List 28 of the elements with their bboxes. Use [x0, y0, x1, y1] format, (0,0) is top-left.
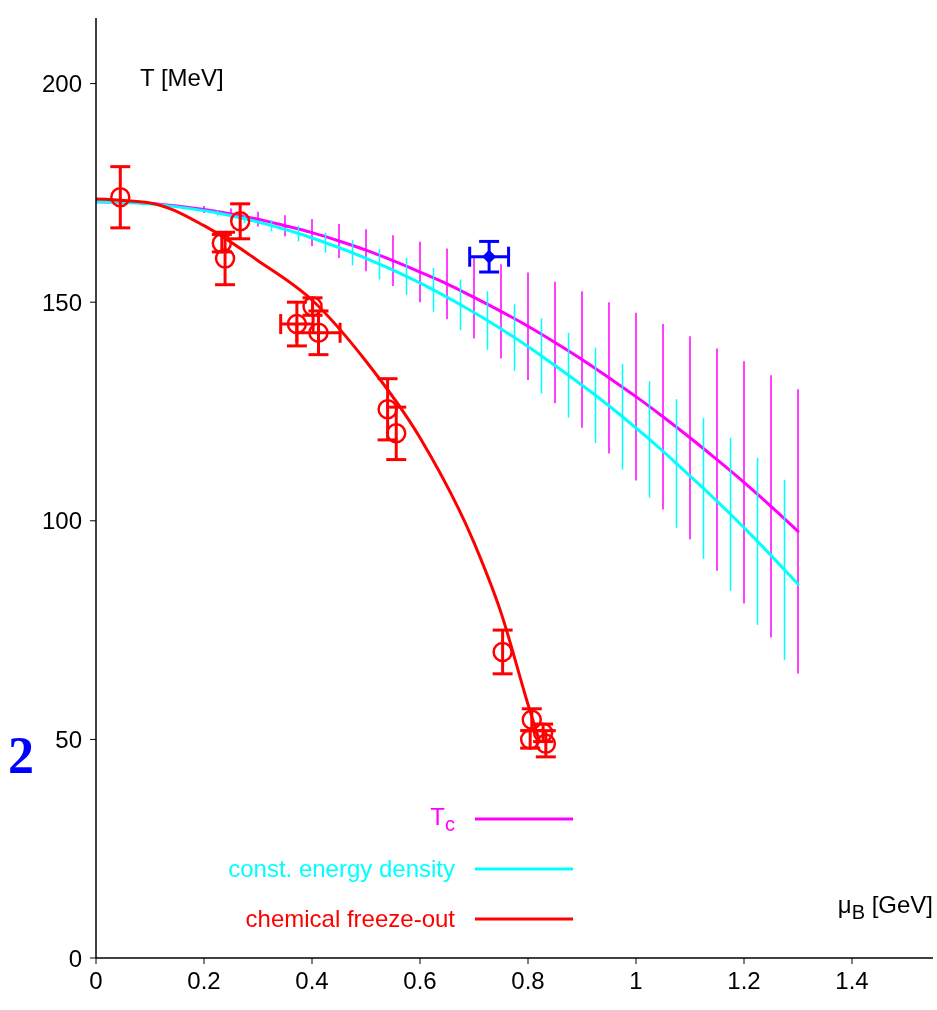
y-tick-label: 50 — [55, 725, 82, 753]
x-tick-label: 1.4 — [835, 967, 869, 995]
text: 2 — [8, 727, 34, 784]
y-tick-label: 150 — [41, 288, 82, 316]
x-tick-label: 1 — [629, 967, 643, 995]
point — [286, 313, 308, 335]
x-tick-label: 1.2 — [727, 967, 761, 995]
x-axis-title: μ$_{B}$ [GeV] — [837, 891, 933, 924]
point — [482, 249, 497, 264]
point — [110, 187, 131, 208]
y-tick-label: 0 — [68, 944, 82, 972]
point — [377, 399, 398, 420]
x-tick-label: 0.2 — [187, 967, 221, 995]
x-tick-label: 0 — [89, 967, 103, 995]
x-tick-label: 0.6 — [403, 967, 437, 995]
y-tick-label: 100 — [41, 507, 82, 535]
point — [229, 211, 251, 232]
y-tick-label: 200 — [41, 70, 82, 98]
legend-label: T$_{c}$ — [429, 802, 455, 836]
x-tick-label: 0.4 — [295, 967, 329, 995]
x-tick-label: 0.8 — [511, 967, 545, 995]
point — [385, 423, 407, 444]
point — [492, 641, 513, 663]
legend-label: const. energy density — [227, 855, 455, 883]
legend-label: chemical freeze-out — [244, 905, 455, 933]
point — [214, 248, 236, 269]
point — [308, 322, 329, 344]
y-axis-title: T [MeV] — [140, 64, 224, 92]
